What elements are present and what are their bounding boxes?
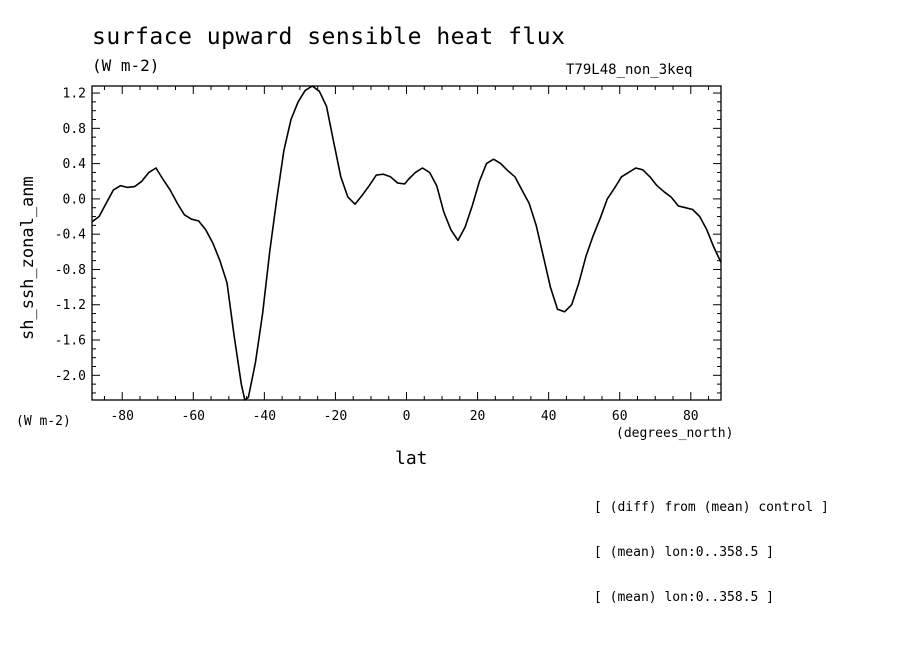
x-tick-label: -40 [253,409,276,424]
y-tick-label: -0.8 [55,263,86,278]
x-tick-label: 0 [403,409,411,424]
y-axis-units: (W m-2) [16,414,71,429]
x-tick-label: 60 [612,409,628,424]
x-tick-label: 20 [470,409,486,424]
y-tick-label: 0.4 [63,157,87,172]
chart-title: surface upward sensible heat flux [92,24,566,50]
dataset-label: T79L48_non_3keq [566,62,693,78]
x-tick-label: -80 [110,409,133,424]
note-line: [ (diff) from (mean) control ] [594,500,829,515]
x-tick-label: 40 [541,409,557,424]
x-axis-units: (degrees_north) [616,426,734,441]
x-axis-label: lat [395,448,428,469]
y-tick-label: -2.0 [55,369,86,384]
y-tick-label: -0.4 [55,228,86,243]
series-line [91,85,722,401]
series-layer [91,85,722,401]
note-line: [ (mean) lon:0..358.5 ] [594,590,775,605]
note-line: [ (mean) lon:0..358.5 ] [594,545,775,560]
y-tick-label: 1.2 [63,87,86,102]
title-units: (W m-2) [92,56,160,75]
chart-notes: [ (diff) from (mean) control ] [ (mean) … [594,470,829,620]
y-tick-label: 0.0 [63,192,86,207]
plot-frame [91,85,722,401]
x-tick-label: -20 [324,409,347,424]
x-tick-label: -60 [182,409,205,424]
y-tick-label: -1.6 [55,334,86,349]
x-tick-label: 80 [683,409,699,424]
y-tick-label: 0.8 [63,122,86,137]
y-tick-label: -1.2 [55,298,86,313]
axis-ticks: -80 -60 -40 -20 0 20 40 60 80 -2.0 -1.6 -1.2 -0.8 -0.… [55,86,721,424]
